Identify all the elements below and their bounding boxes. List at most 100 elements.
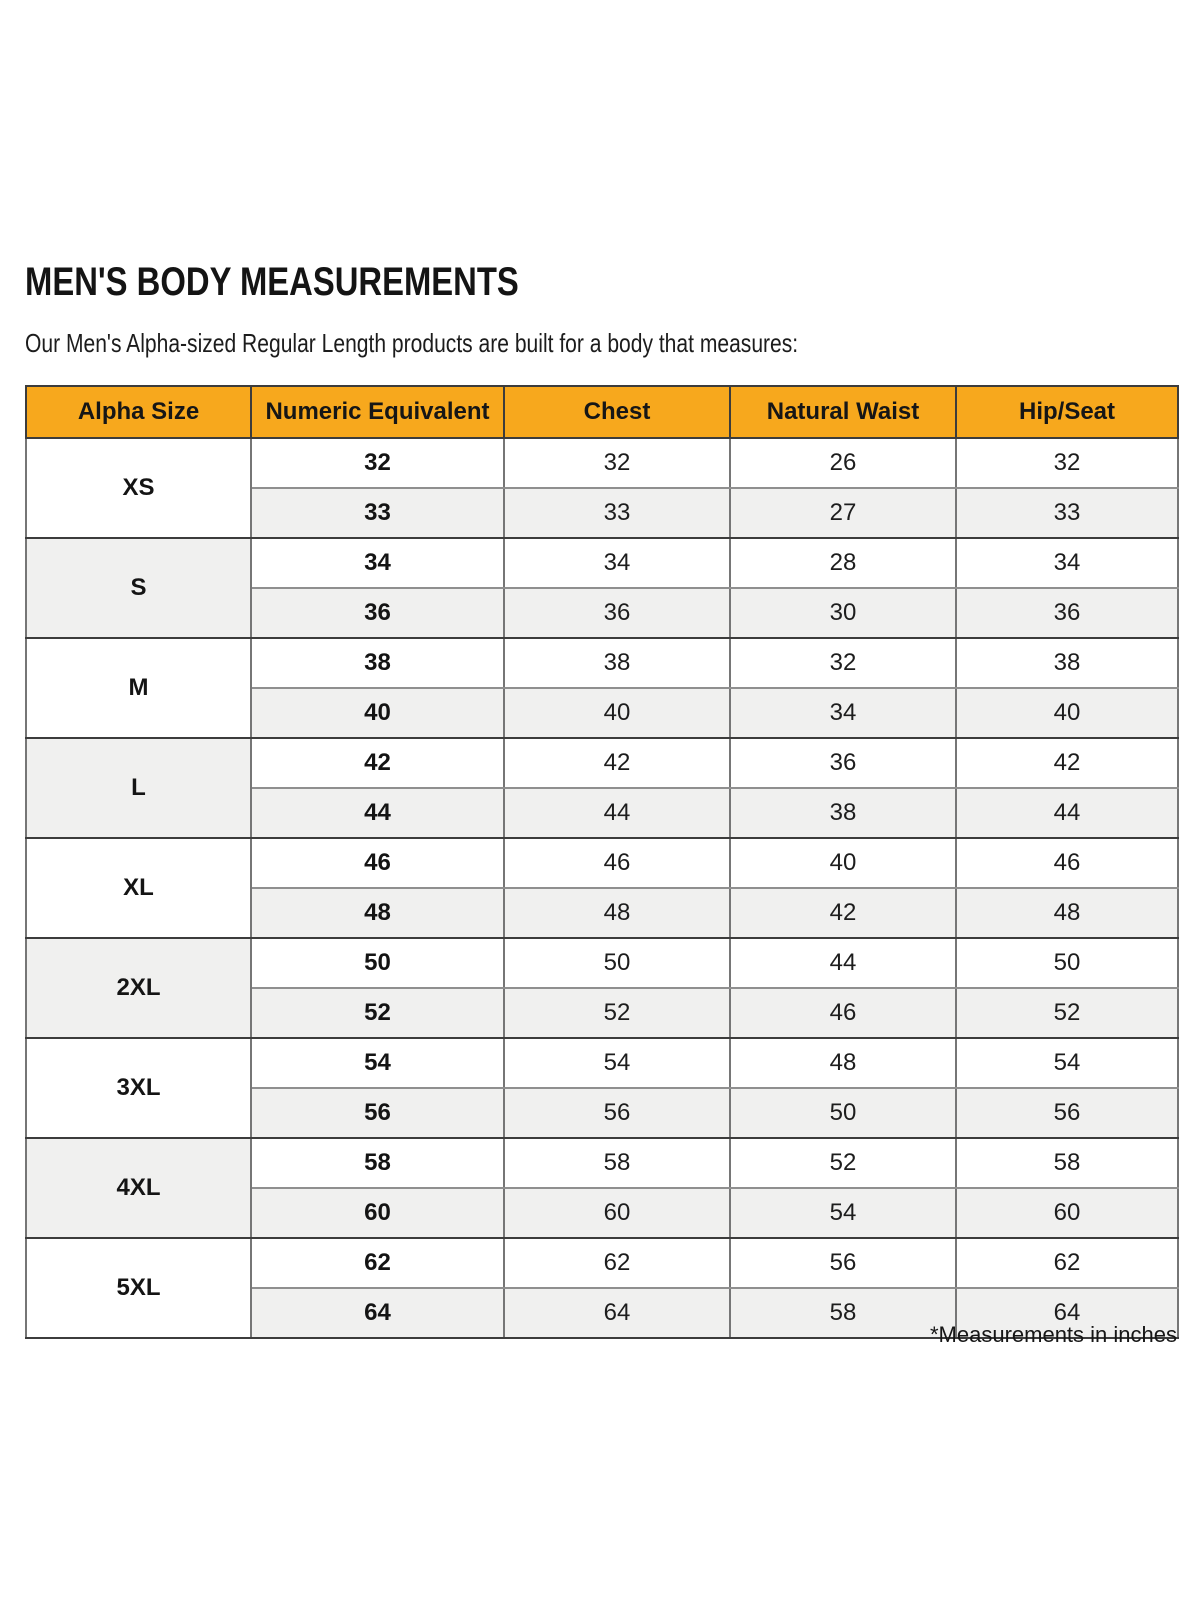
natural-waist-cell: 27 [729, 488, 957, 539]
table-row: M 38 38 32 38 [25, 637, 1179, 739]
table-row: S 34 34 28 34 [25, 537, 1179, 639]
hip-seat-cell: 32 [955, 438, 1179, 489]
natural-waist-cell: 54 [729, 1188, 957, 1239]
hip-seat-cell: 38 [955, 638, 1179, 689]
natural-waist-cell: 30 [729, 588, 957, 639]
page-subtitle: Our Men's Alpha-sized Regular Length pro… [25, 328, 799, 358]
numeric-equivalent-cell: 58 [250, 1138, 505, 1189]
chest-cell: 36 [503, 588, 731, 639]
chest-cell: 34 [503, 538, 731, 589]
alpha-size-cell: 4XL [25, 1137, 252, 1239]
chest-cell: 46 [503, 838, 731, 889]
hip-seat-cell: 60 [955, 1188, 1179, 1239]
chest-cell: 48 [503, 888, 731, 939]
numeric-equivalent-cell: 42 [250, 738, 505, 789]
table-row: 36 36 30 36 [26, 588, 1179, 639]
chest-cell: 64 [503, 1288, 731, 1339]
numeric-equivalent-cell: 54 [250, 1038, 505, 1089]
numeric-equivalent-cell: 52 [250, 988, 505, 1039]
natural-waist-cell: 44 [729, 938, 957, 989]
natural-waist-cell: 48 [729, 1038, 957, 1089]
column-header-alpha-size: Alpha Size [25, 385, 252, 439]
natural-waist-cell: 32 [729, 638, 957, 689]
hip-seat-cell: 33 [955, 488, 1179, 539]
chest-cell: 44 [503, 788, 731, 839]
natural-waist-cell: 26 [729, 438, 957, 489]
table-row: XS 32 32 26 32 [25, 437, 1179, 539]
table-row: 2XL 50 50 44 50 [25, 937, 1179, 1039]
hip-seat-cell: 62 [955, 1238, 1179, 1289]
alpha-size-cell: 3XL [25, 1037, 252, 1139]
chest-cell: 54 [503, 1038, 731, 1089]
chest-cell: 60 [503, 1188, 731, 1239]
numeric-equivalent-cell: 46 [250, 838, 505, 889]
chest-cell: 56 [503, 1088, 731, 1139]
table-row: 48 48 42 48 [26, 888, 1179, 939]
table-row: 33 33 27 33 [26, 488, 1179, 539]
natural-waist-cell: 36 [729, 738, 957, 789]
hip-seat-cell: 40 [955, 688, 1179, 739]
table-row: 60 60 54 60 [26, 1188, 1179, 1239]
alpha-size-cell: 5XL [25, 1237, 252, 1339]
chest-cell: 38 [503, 638, 731, 689]
hip-seat-cell: 46 [955, 838, 1179, 889]
column-header-numeric-equivalent: Numeric Equivalent [250, 385, 505, 439]
numeric-equivalent-cell: 44 [250, 788, 505, 839]
numeric-equivalent-cell: 33 [250, 488, 505, 539]
natural-waist-cell: 58 [729, 1288, 957, 1339]
chest-cell: 40 [503, 688, 731, 739]
natural-waist-cell: 28 [729, 538, 957, 589]
chest-cell: 42 [503, 738, 731, 789]
hip-seat-cell: 36 [955, 588, 1179, 639]
table-row: 3XL 54 54 48 54 [25, 1037, 1179, 1139]
numeric-equivalent-cell: 48 [250, 888, 505, 939]
hip-seat-cell: 52 [955, 988, 1179, 1039]
table-row: 4XL 58 58 52 58 [25, 1137, 1179, 1239]
column-header-hip-seat: Hip/Seat [955, 385, 1179, 439]
chest-cell: 58 [503, 1138, 731, 1189]
natural-waist-cell: 38 [729, 788, 957, 839]
hip-seat-cell: 44 [955, 788, 1179, 839]
natural-waist-cell: 52 [729, 1138, 957, 1189]
size-table-body: XS 32 32 26 32 33 33 27 33 S 34 34 28 34 36 36 30 36 M 38 38… [25, 437, 1179, 1339]
natural-waist-cell: 46 [729, 988, 957, 1039]
hip-seat-cell: 56 [955, 1088, 1179, 1139]
numeric-equivalent-cell: 40 [250, 688, 505, 739]
table-row: XL 46 46 40 46 [25, 837, 1179, 939]
chest-cell: 32 [503, 438, 731, 489]
hip-seat-cell: 48 [955, 888, 1179, 939]
numeric-equivalent-cell: 34 [250, 538, 505, 589]
alpha-size-cell: 2XL [25, 937, 252, 1039]
chest-cell: 50 [503, 938, 731, 989]
alpha-size-cell: L [25, 737, 252, 839]
hip-seat-cell: 34 [955, 538, 1179, 589]
natural-waist-cell: 50 [729, 1088, 957, 1139]
table-row: 5XL 62 62 56 62 [25, 1237, 1179, 1339]
chest-cell: 62 [503, 1238, 731, 1289]
natural-waist-cell: 34 [729, 688, 957, 739]
chest-cell: 52 [503, 988, 731, 1039]
header-row: Alpha Size Numeric Equivalent Chest Natu… [25, 385, 1179, 439]
numeric-equivalent-cell: 62 [250, 1238, 505, 1289]
hip-seat-cell: 50 [955, 938, 1179, 989]
natural-waist-cell: 40 [729, 838, 957, 889]
natural-waist-cell: 56 [729, 1238, 957, 1289]
numeric-equivalent-cell: 56 [250, 1088, 505, 1139]
hip-seat-cell: 58 [955, 1138, 1179, 1189]
numeric-equivalent-cell: 32 [250, 438, 505, 489]
table-row: 40 40 34 40 [26, 688, 1179, 739]
alpha-size-cell: XL [25, 837, 252, 939]
numeric-equivalent-cell: 36 [250, 588, 505, 639]
table-row: L 42 42 36 42 [25, 737, 1179, 839]
column-header-chest: Chest [503, 385, 731, 439]
hip-seat-cell: 64 [955, 1288, 1179, 1339]
size-chart-header: Alpha Size Numeric Equivalent Chest Natu… [25, 385, 1179, 439]
numeric-equivalent-cell: 38 [250, 638, 505, 689]
column-header-natural-waist: Natural Waist [729, 385, 957, 439]
numeric-equivalent-cell: 64 [250, 1288, 505, 1339]
numeric-equivalent-cell: 60 [250, 1188, 505, 1239]
size-chart-table: Alpha Size Numeric Equivalent Chest Natu… [25, 385, 1179, 1339]
table-row: 56 56 50 56 [26, 1088, 1179, 1139]
numeric-equivalent-cell: 50 [250, 938, 505, 989]
